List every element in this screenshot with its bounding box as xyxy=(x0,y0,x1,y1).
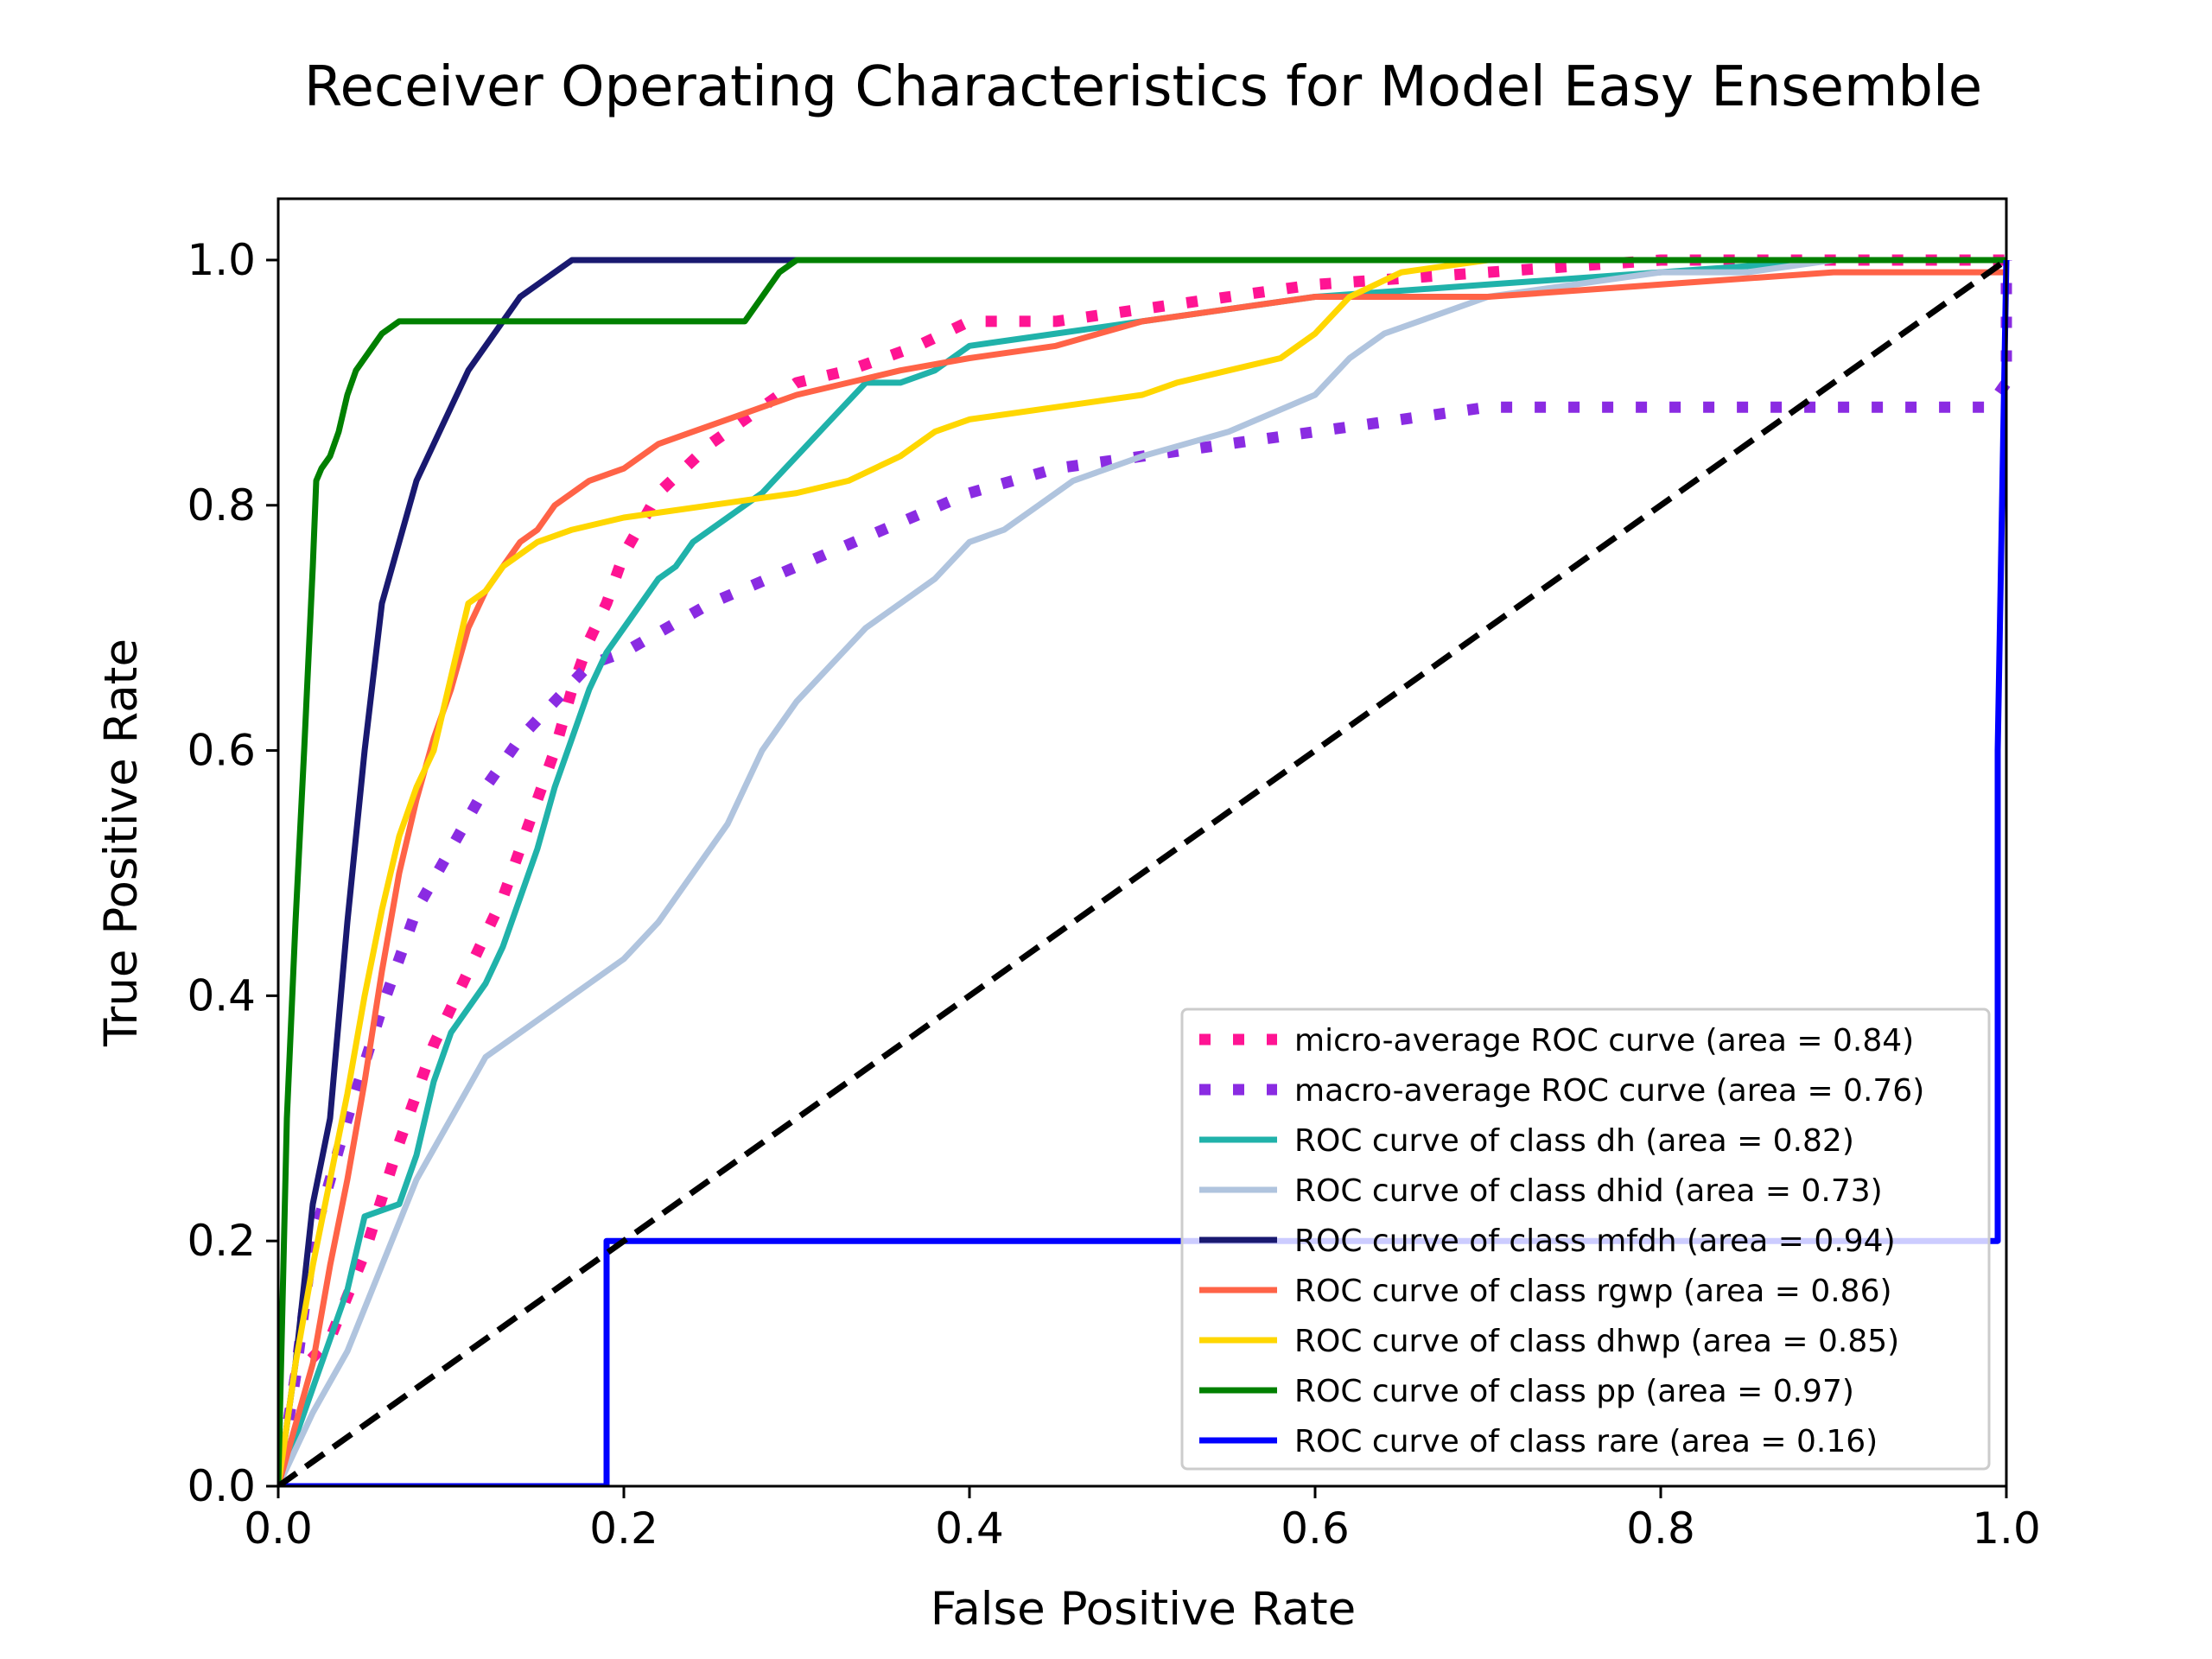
legend-box xyxy=(1180,1007,1991,1471)
legend-label: ROC curve of class rare (area = 0.16) xyxy=(1294,1424,1878,1459)
x-tick-label: 0.0 xyxy=(244,1503,313,1554)
series-layer xyxy=(278,254,2012,1486)
x-axis-label: False Positive Rate xyxy=(931,1583,1357,1636)
series-line-0 xyxy=(278,254,2006,1486)
legend-label: ROC curve of class rgwp (area = 0.86) xyxy=(1294,1274,1892,1309)
y-tick-label: 0.0 xyxy=(187,1461,256,1511)
series-line-7 xyxy=(278,257,2006,1486)
y-tick-label: 0.8 xyxy=(187,480,256,531)
series-line-6 xyxy=(278,257,2006,1486)
legend-label: micro-average ROC curve (area = 0.84) xyxy=(1294,1023,1914,1058)
legend-label: ROC curve of class pp (area = 0.97) xyxy=(1294,1374,1854,1409)
y-axis: 0.0 0.2 0.4 0.6 0.8 1.0 xyxy=(187,235,278,1511)
series-line-1 xyxy=(278,260,2012,1486)
legend-label: ROC curve of class mfdh (area = 0.94) xyxy=(1294,1224,1896,1259)
x-tick-label: 0.4 xyxy=(935,1503,1004,1554)
x-tick-label: 0.8 xyxy=(1626,1503,1695,1554)
series-line-3 xyxy=(278,257,2006,1486)
plot-frame xyxy=(276,197,2008,1488)
y-axis-label: True Positive Rate xyxy=(95,639,148,1047)
y-tick-label: 0.2 xyxy=(187,1216,256,1266)
chart-title: Receiver Operating Characteristics for M… xyxy=(304,55,1982,119)
y-tick-label: 0.4 xyxy=(187,970,256,1020)
legend-label: ROC curve of class dhwp (area = 0.85) xyxy=(1294,1324,1899,1359)
x-tick-label: 0.6 xyxy=(1281,1503,1350,1554)
legend: micro-average ROC curve (area = 0.84) mac… xyxy=(1180,1007,1991,1471)
chance-diagonal-line xyxy=(278,257,2009,1486)
x-tick-label: 0.2 xyxy=(589,1503,658,1554)
series-line-4 xyxy=(278,257,2006,1486)
series-line-5 xyxy=(278,269,2006,1486)
y-tick-label: 1.0 xyxy=(187,235,256,285)
legend-label: macro-average ROC curve (area = 0.76) xyxy=(1294,1073,1924,1109)
legend-label: ROC curve of class dh (area = 0.82) xyxy=(1294,1123,1854,1159)
x-axis: 0.0 0.2 0.4 0.6 0.8 1.0 xyxy=(244,1486,2041,1554)
x-tick-label: 1.0 xyxy=(1972,1503,2041,1554)
y-tick-label: 0.6 xyxy=(187,726,256,776)
legend-label: ROC curve of class dhid (area = 0.73) xyxy=(1294,1173,1883,1209)
